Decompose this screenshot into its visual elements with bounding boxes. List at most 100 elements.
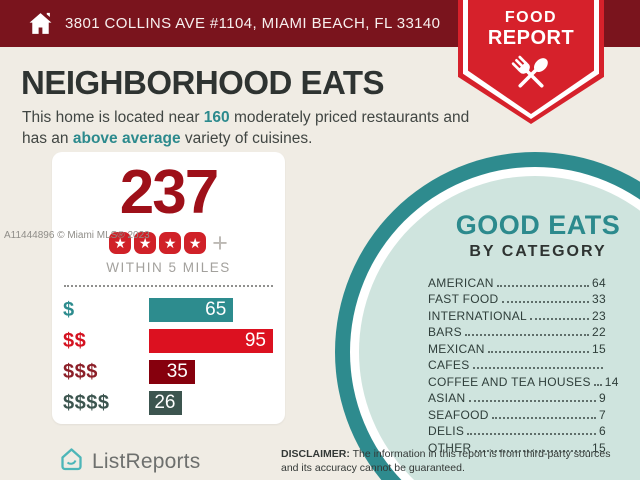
intro-text: This home is located near 160 moderately… bbox=[22, 107, 472, 150]
star-icon: ★ bbox=[184, 232, 207, 254]
food-report-badge: FOOD REPORT bbox=[458, 0, 604, 124]
star-rating-row: ★ ★ ★ ★ + bbox=[52, 228, 285, 258]
radius-caption: WITHIN 5 MILES bbox=[106, 260, 231, 275]
price-bar-row: $ 65 bbox=[63, 298, 273, 322]
category-row: CAFES bbox=[428, 356, 606, 372]
plus-sign: + bbox=[212, 228, 228, 258]
dot-leader bbox=[593, 383, 602, 386]
dot-leader bbox=[474, 449, 590, 452]
disclaimer-label: DISCLAIMER: bbox=[281, 448, 350, 460]
category-list: AMERICAN 64 FAST FOOD 33 INTERNATIONAL 2… bbox=[428, 273, 618, 455]
good-eats-circle bbox=[335, 152, 640, 480]
category-row: OTHER 15 bbox=[428, 438, 606, 455]
star-icon: ★ bbox=[134, 232, 157, 254]
property-address: 3801 COLLINS AVE #1104, MIAMI BEACH, FL … bbox=[65, 15, 441, 32]
dot-leader bbox=[468, 400, 597, 402]
category-label: AMERICAN bbox=[428, 275, 494, 290]
bar: 26 bbox=[149, 391, 183, 415]
mls-watermark: A11444896 © Miami MLS® 2023 bbox=[4, 230, 150, 241]
restaurant-count: 237 bbox=[119, 158, 219, 227]
dot-leader bbox=[467, 433, 597, 435]
badge-title-line2: REPORT bbox=[487, 26, 575, 49]
price-tier-label: $$$$ bbox=[63, 391, 110, 414]
star-rating: ★ ★ ★ ★ bbox=[109, 232, 207, 254]
intro-line1-pre: This home is located near bbox=[22, 109, 204, 126]
price-tier-label: $$ bbox=[63, 329, 87, 352]
listreports-house-icon bbox=[58, 446, 85, 478]
good-eats-header: GOOD EATS BY CATEGORY bbox=[392, 211, 640, 261]
category-value: 9 bbox=[599, 391, 606, 405]
category-row: ASIAN 9 bbox=[428, 389, 606, 405]
category-row: MEXICAN 15 bbox=[428, 339, 606, 356]
category-label: INTERNATIONAL bbox=[428, 308, 528, 323]
price-bar-row: $$ 95 bbox=[63, 329, 273, 353]
category-value: 33 bbox=[592, 292, 606, 306]
category-label: DELIS bbox=[428, 424, 465, 438]
disclaimer: DISCLAIMER: The information in this repo… bbox=[281, 448, 618, 475]
dot-leader bbox=[491, 416, 597, 419]
category-label: BARS bbox=[428, 325, 462, 339]
badge-title-line1: FOOD bbox=[504, 9, 558, 26]
home-icon bbox=[28, 12, 53, 35]
category-row: BARS 22 bbox=[428, 323, 606, 339]
dotted-divider bbox=[64, 285, 273, 287]
category-row: DELIS 6 bbox=[428, 422, 606, 438]
category-value: 64 bbox=[592, 275, 606, 290]
star-icon: ★ bbox=[159, 232, 182, 254]
star-icon: ★ bbox=[109, 232, 132, 254]
category-label: SEAFOOD bbox=[428, 407, 489, 422]
category-row: SEAFOOD 7 bbox=[428, 405, 606, 422]
bar-value: 65 bbox=[205, 299, 227, 320]
bar: 95 bbox=[149, 329, 273, 353]
dot-leader bbox=[496, 284, 590, 287]
price-bar-row: $$$ 35 bbox=[63, 360, 273, 384]
dot-leader bbox=[464, 334, 590, 336]
intro-line1-post: moderately priced restaurants and bbox=[229, 109, 470, 126]
restaurant-summary-card: 237 ★ ★ ★ ★ + WITHIN 5 MILES $ 65 $$ 95 $$$ bbox=[52, 152, 285, 424]
good-eats-subtitle: BY CATEGORY bbox=[469, 243, 607, 261]
category-label: COFFEE AND TEA HOUSES bbox=[428, 374, 591, 389]
listreports-logo: ListReports bbox=[58, 446, 200, 478]
category-value: 22 bbox=[592, 325, 606, 339]
dot-leader bbox=[501, 301, 590, 303]
page-title: NEIGHBORHOOD EATS bbox=[21, 64, 385, 101]
intro-line2-post: variety of cuisines. bbox=[180, 130, 313, 148]
category-value: 7 bbox=[599, 407, 606, 422]
category-label: MEXICAN bbox=[428, 341, 485, 356]
category-value: 15 bbox=[592, 440, 606, 455]
variety-highlight: above average bbox=[72, 130, 181, 148]
category-label: ASIAN bbox=[428, 391, 466, 405]
category-label: FAST FOOD bbox=[428, 292, 499, 306]
category-value: 6 bbox=[599, 424, 606, 438]
badge-inner-shape: FOOD REPORT bbox=[468, 0, 594, 114]
category-value: 14 bbox=[604, 374, 619, 389]
bar: 65 bbox=[149, 298, 234, 322]
bar-track: 35 bbox=[149, 360, 273, 384]
dot-leader bbox=[472, 367, 603, 369]
category-value: 23 bbox=[592, 308, 606, 323]
dot-leader bbox=[530, 317, 590, 320]
price-bar-chart: $ 65 $$ 95 $$$ 35 $$$$ bbox=[52, 298, 285, 415]
crossed-spoon-fork-icon bbox=[505, 54, 557, 101]
dot-leader bbox=[487, 350, 590, 353]
good-eats-title: GOOD EATS bbox=[455, 210, 621, 240]
category-row: AMERICAN 64 bbox=[428, 273, 606, 290]
category-value: 15 bbox=[592, 341, 606, 356]
bar-value: 35 bbox=[166, 361, 188, 382]
listreports-wordmark: ListReports bbox=[92, 450, 201, 473]
price-bar-row: $$$$ 26 bbox=[63, 391, 273, 415]
bar-track: 65 bbox=[149, 298, 273, 322]
bar: 35 bbox=[149, 360, 195, 384]
bar-track: 26 bbox=[149, 391, 273, 415]
category-row: COFFEE AND TEA HOUSES 14 bbox=[428, 372, 618, 389]
restaurant-count-highlight: 160 bbox=[203, 109, 230, 126]
price-tier-label: $$$ bbox=[63, 360, 98, 383]
bar-track: 95 bbox=[149, 329, 273, 353]
bar-value: 26 bbox=[154, 392, 176, 413]
intro-line2-pre: has an bbox=[22, 130, 73, 148]
disclaimer-text: The information in this report is from t… bbox=[281, 448, 611, 474]
bar-value: 95 bbox=[244, 330, 266, 351]
price-tier-label: $ bbox=[63, 298, 75, 321]
category-row: INTERNATIONAL 23 bbox=[428, 306, 606, 323]
